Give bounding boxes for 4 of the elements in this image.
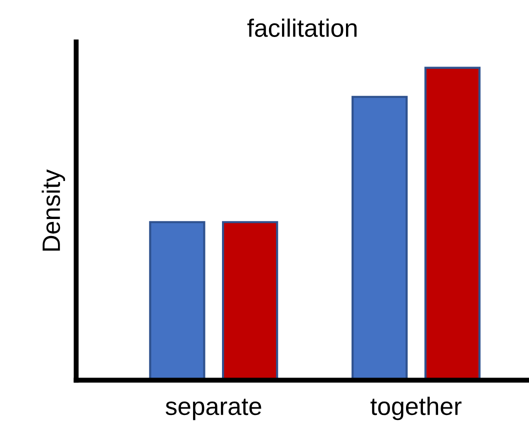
x-tick-label: separate (166, 398, 262, 420)
y-axis-title: Density (42, 169, 66, 251)
x-tick-label: together (370, 396, 462, 420)
chart-title: facilitation (247, 18, 357, 37)
